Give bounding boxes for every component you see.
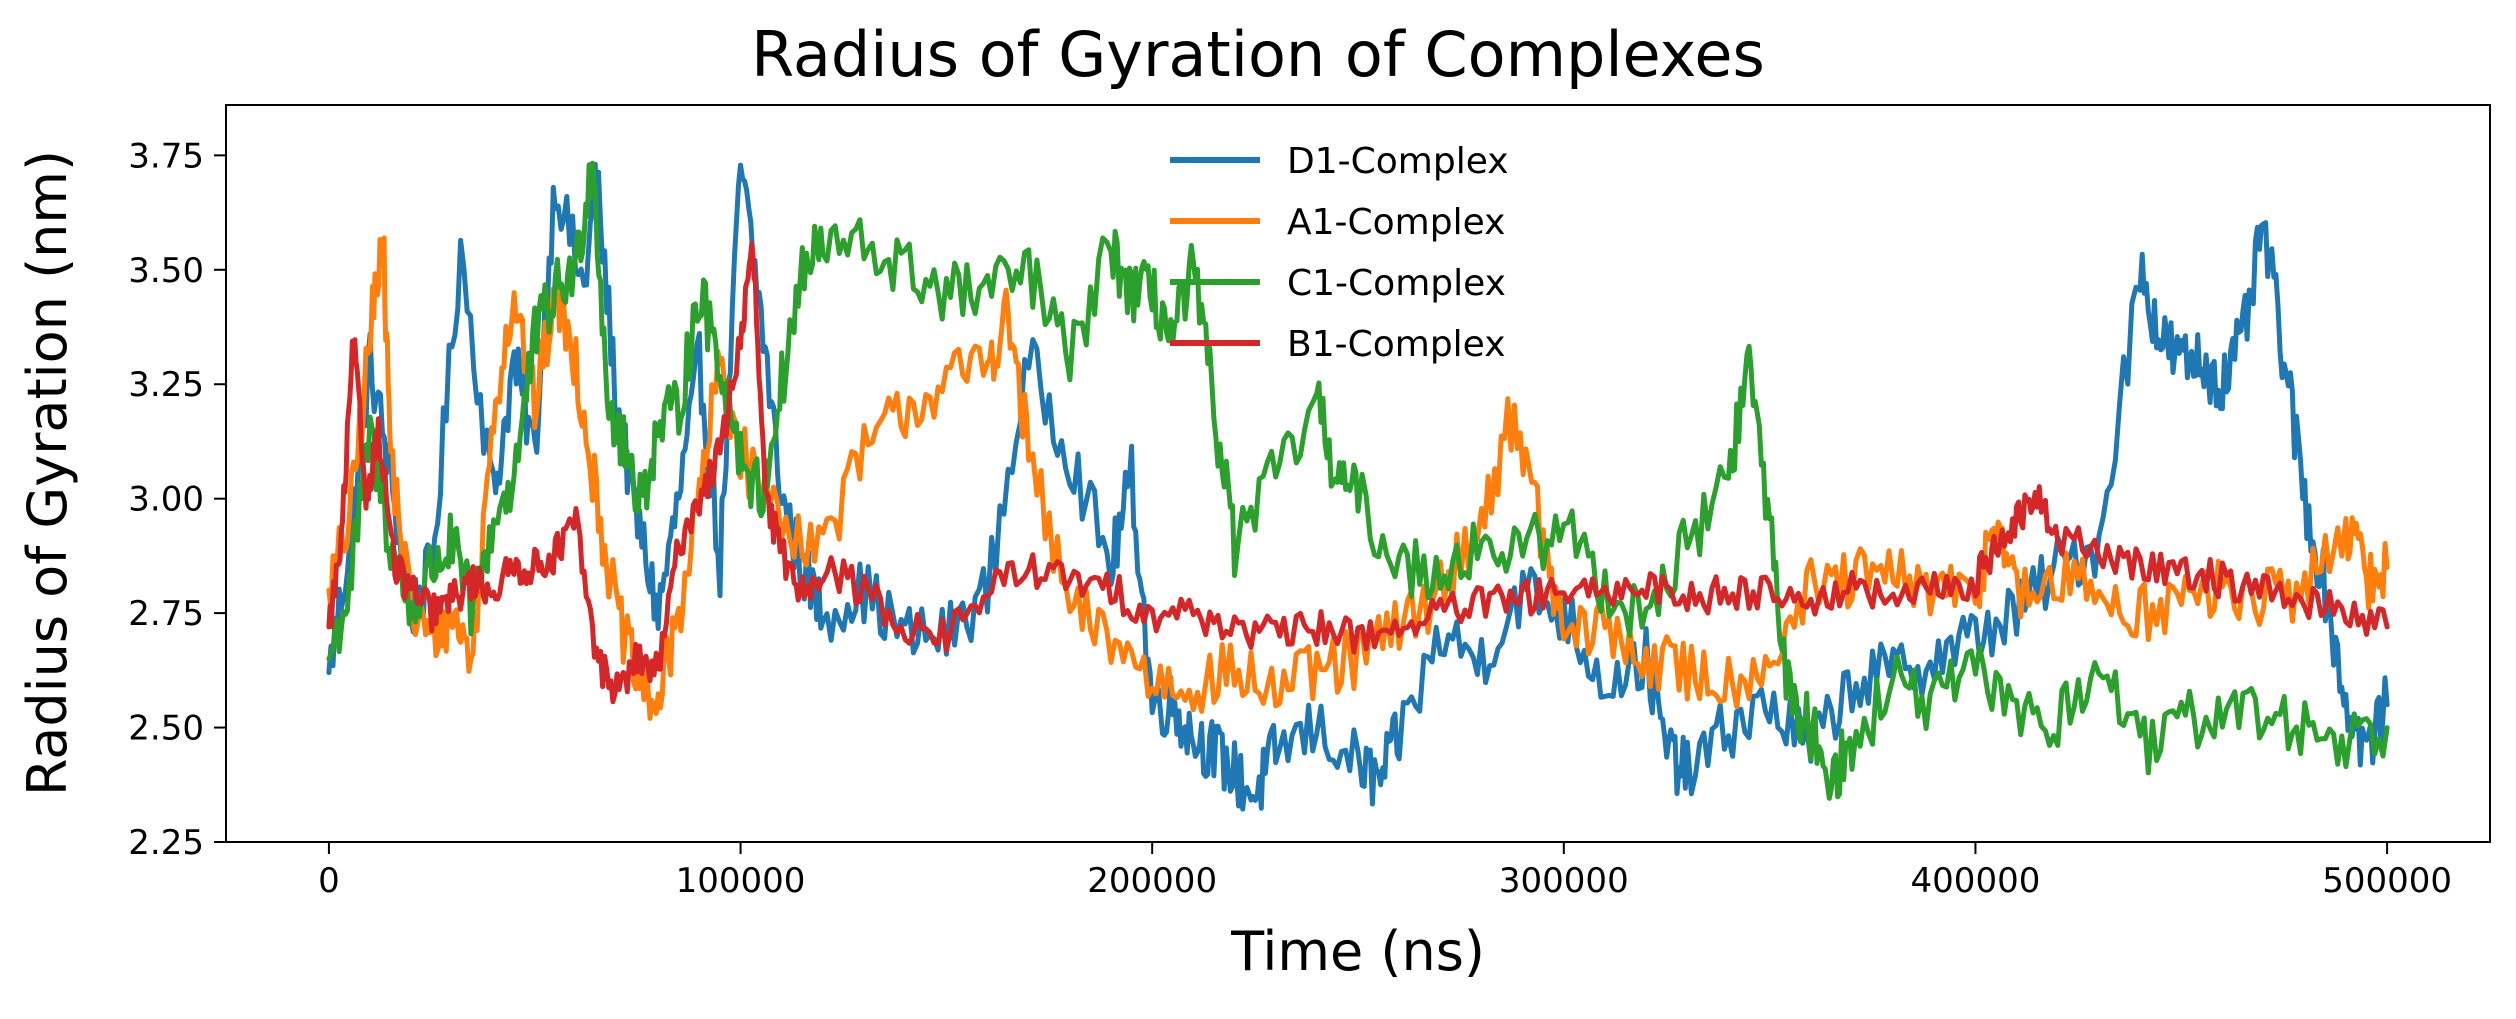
- y-tick-label: 2.25: [128, 823, 204, 863]
- legend-label: A1-Complex: [1287, 202, 1505, 243]
- plot-frame: [225, 104, 2491, 843]
- x-tick-label: 200000: [1087, 861, 1217, 901]
- legend-label: C1-Complex: [1287, 263, 1506, 304]
- series-line-b1-complex: [326, 241, 2390, 705]
- y-tick-label: 2.75: [128, 594, 204, 634]
- y-tick-label: 3.75: [128, 136, 204, 176]
- x-tick-label: 500000: [2322, 861, 2452, 901]
- legend-label: B1-Complex: [1287, 324, 1506, 365]
- legend-label: D1-Complex: [1287, 141, 1509, 182]
- chart-title: Radius of Gyration of Complexes: [751, 18, 1765, 91]
- y-tick-label: 2.50: [128, 709, 204, 749]
- x-tick-label: 300000: [1499, 861, 1629, 901]
- x-tick-label: 0: [318, 861, 340, 901]
- series-line-d1-complex: [326, 161, 2390, 812]
- y-axis-label: Radius of Gyration (nm): [16, 150, 79, 796]
- y-axis-ticks: 2.25 2.50 2.75 3.00 3.25 3.50 3.75: [128, 136, 226, 863]
- x-tick-label: 100000: [676, 861, 806, 901]
- y-tick-label: 3.50: [128, 251, 204, 291]
- x-tick-label: 400000: [1911, 861, 2041, 901]
- x-axis-ticks: 0 100000 200000 300000 400000 500000: [318, 842, 2452, 901]
- y-tick-label: 3.00: [128, 480, 204, 520]
- x-axis-label: Time (ns): [1230, 920, 1485, 983]
- y-tick-label: 3.25: [128, 365, 204, 405]
- legend: D1-Complex A1-Complex C1-Complex B1-Complex: [1170, 141, 1509, 365]
